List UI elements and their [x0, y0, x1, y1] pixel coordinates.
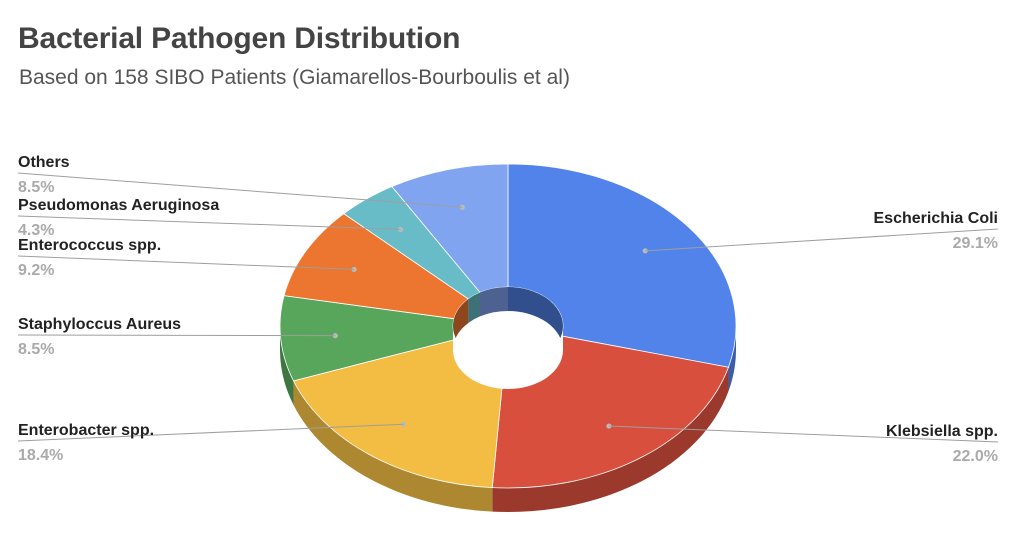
leader-line-klebsiella-spp	[608, 425, 999, 443]
hole-wall-escherichia-coli	[508, 287, 563, 350]
slice-side-escherichia-coli	[728, 326, 736, 392]
label-value-others: 8.5%	[18, 179, 54, 196]
hole-wall-others	[480, 287, 508, 317]
leader-line-staphyloccus-aureus	[17, 334, 336, 337]
leader-line-enterococcus-spp	[17, 255, 355, 270]
label-value-klebsiella-spp: 22.0%	[953, 448, 998, 465]
slice-side-enterobacter-spp	[293, 380, 493, 512]
label-name-others: Others	[18, 154, 70, 171]
donut-hole	[453, 326, 563, 389]
slice-enterobacter-spp	[292, 338, 505, 489]
label-name-pseudomonas-aeruginosa: Pseudomonas Aeruginosa	[18, 197, 219, 214]
chart-subtitle: Based on 158 SIBO Patients (Giamarellos-…	[19, 66, 570, 89]
label-name-staphyloccus-aureus: Staphyloccus Aureus	[18, 316, 181, 333]
hole-wall-pseudomonas-aeruginosa	[468, 292, 481, 323]
leader-line-enterobacter-spp	[17, 423, 404, 442]
label-name-enterococcus-spp: Enterococcus spp.	[18, 237, 161, 254]
label-value-staphyloccus-aureus: 8.5%	[18, 341, 54, 358]
label-value-enterobacter-spp: 18.4%	[18, 447, 63, 464]
hole-wall-enterococcus-spp	[453, 298, 469, 343]
slice-escherichia-coli	[507, 163, 737, 368]
donut-slices	[279, 163, 737, 489]
leader-lines	[17, 172, 999, 443]
slice-labels: Escherichia Coli 29.1% Klebsiella spp. 22.0…	[18, 154, 998, 465]
slice-side-klebsiella-spp	[492, 367, 729, 512]
label-name-enterobacter-spp: Enterobacter spp.	[18, 422, 154, 439]
label-value-escherichia-coli: 29.1%	[953, 235, 998, 252]
chart-title: Bacterial Pathogen Distribution	[18, 22, 461, 55]
label-value-enterococcus-spp: 9.2%	[18, 262, 54, 279]
leader-line-pseudomonas-aeruginosa	[17, 215, 401, 230]
label-value-pseudomonas-aeruginosa: 4.3%	[18, 222, 54, 239]
leader-line-escherichia-coli	[645, 228, 999, 252]
leader-line-others	[17, 172, 463, 208]
label-name-klebsiella-spp: Klebsiella spp.	[886, 423, 998, 440]
label-name-escherichia-coli: Escherichia Coli	[874, 210, 999, 227]
